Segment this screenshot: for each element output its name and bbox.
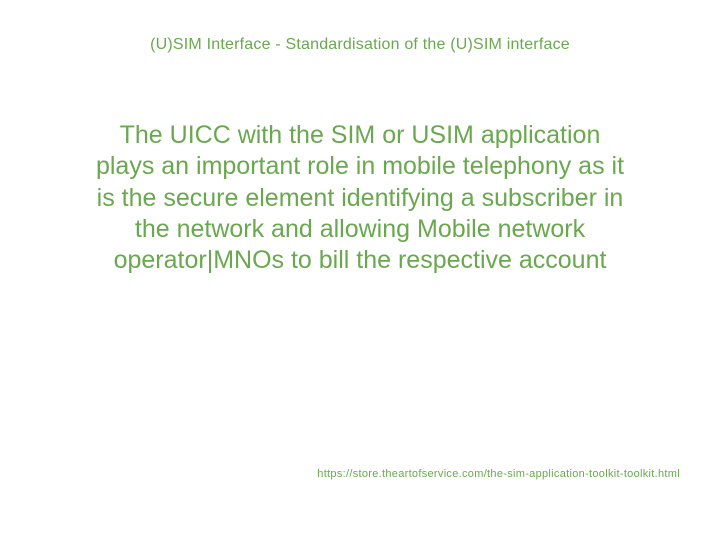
slide-title: (U)SIM Interface - Standardisation of th… (0, 36, 720, 54)
footer-url: https://store.theartofservice.com/the-si… (317, 468, 680, 480)
slide: (U)SIM Interface - Standardisation of th… (0, 0, 720, 540)
slide-body-text: The UICC with the SIM or USIM applicatio… (90, 120, 630, 276)
